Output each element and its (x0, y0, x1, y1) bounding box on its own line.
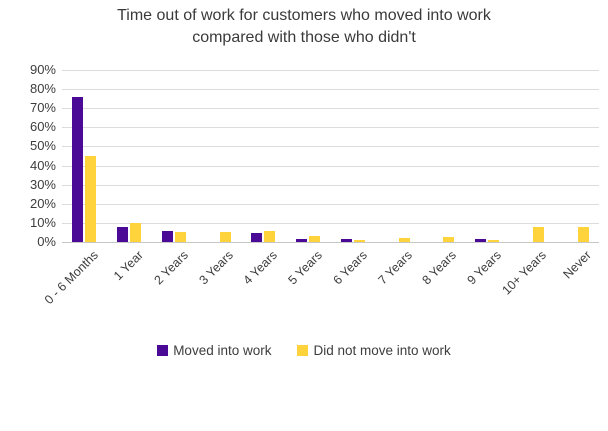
x-axis-category-label: 10+ Years (499, 248, 549, 298)
bar-did-not-move-into-work-6-years (354, 240, 365, 242)
bar-did-not-move-into-work-10-years (533, 227, 544, 242)
bar-did-not-move-into-work-5-years (309, 236, 320, 242)
y-axis-tick-label: 40% (29, 157, 56, 173)
plot-area (62, 70, 599, 243)
x-axis-category-label: 6 Years (330, 248, 370, 288)
bar-moved-into-work-5-years (296, 239, 307, 242)
legend-item-did-not-move-into-work: Did not move into work (297, 343, 451, 358)
y-axis-tick-label: 20% (29, 195, 56, 211)
x-axis-category-label: 5 Years (285, 248, 326, 288)
legend: Moved into work Did not move into work (0, 343, 608, 358)
y-axis-tick-label: 0% (37, 234, 56, 249)
gridline-90% (62, 70, 599, 71)
legend-item-moved-into-work: Moved into work (157, 343, 271, 358)
x-axis-category-label: Never (560, 248, 594, 282)
gridline-70% (62, 108, 599, 110)
legend-label-moved-into-work: Moved into work (173, 343, 272, 358)
bar-moved-into-work-9-years (475, 239, 486, 242)
x-axis-category-label: 9 Years (464, 248, 505, 288)
y-axis-tick-label: 10% (29, 214, 56, 230)
gridline-20% (62, 203, 599, 205)
bar-moved-into-work-6-years (341, 239, 352, 242)
x-axis-category-label: 7 Years (375, 248, 415, 288)
x-axis-category-label: 0 - 6 Months (42, 248, 102, 308)
legend-label-did-not-move-into-work: Did not move into work (313, 343, 451, 358)
bar-did-not-move-into-work-3-years (220, 232, 231, 242)
x-axis-category-label: 8 Years (419, 248, 460, 288)
x-axis-category-label: 2 Years (151, 248, 191, 288)
y-axis-tick-label: 50% (29, 138, 56, 154)
x-axis-category-label: 4 Years (240, 248, 281, 288)
legend-swatch-did-not-move-into-work (297, 345, 309, 356)
bar-moved-into-work-1-year (117, 227, 128, 242)
x-axis-category-label: 3 Years (196, 248, 236, 288)
chart-title: Time out of work for customers who moved… (0, 5, 608, 49)
gridline-80% (62, 89, 599, 91)
bar-did-not-move-into-work-1-year (130, 223, 141, 242)
x-axis-category-label: 1 Year (111, 248, 147, 283)
bar-did-not-move-into-work-0-6-months (85, 156, 96, 242)
y-axis-tick-label: 80% (29, 81, 56, 97)
bar-did-not-move-into-work-4-years (264, 231, 275, 242)
gridline-60% (62, 127, 599, 129)
bar-moved-into-work-0-6-months (72, 97, 83, 242)
gridline-30% (62, 184, 599, 186)
bar-moved-into-work-4-years (251, 233, 262, 242)
gridline-50% (62, 146, 599, 148)
bar-did-not-move-into-work-9-years (488, 240, 499, 242)
gridline-10% (62, 222, 599, 224)
y-axis-tick-label: 70% (29, 100, 56, 116)
bar-did-not-move-into-work-2-years (175, 232, 186, 242)
bar-did-not-move-into-work-7-years (399, 238, 410, 242)
legend-swatch-moved-into-work (157, 345, 169, 356)
bar-did-not-move-into-work-never (578, 227, 589, 242)
y-axis-tick-label: 60% (29, 119, 56, 135)
y-axis-tick-label: 30% (29, 176, 56, 192)
y-axis-tick-label: 90% (29, 62, 56, 77)
bar-did-not-move-into-work-8-years (443, 237, 454, 242)
chart-title-line-1: Time out of work for customers who moved… (117, 7, 491, 24)
chart-title-line-2: compared with those who didn't (192, 29, 416, 46)
gridline-40% (62, 165, 599, 167)
bar-moved-into-work-2-years (162, 231, 173, 242)
